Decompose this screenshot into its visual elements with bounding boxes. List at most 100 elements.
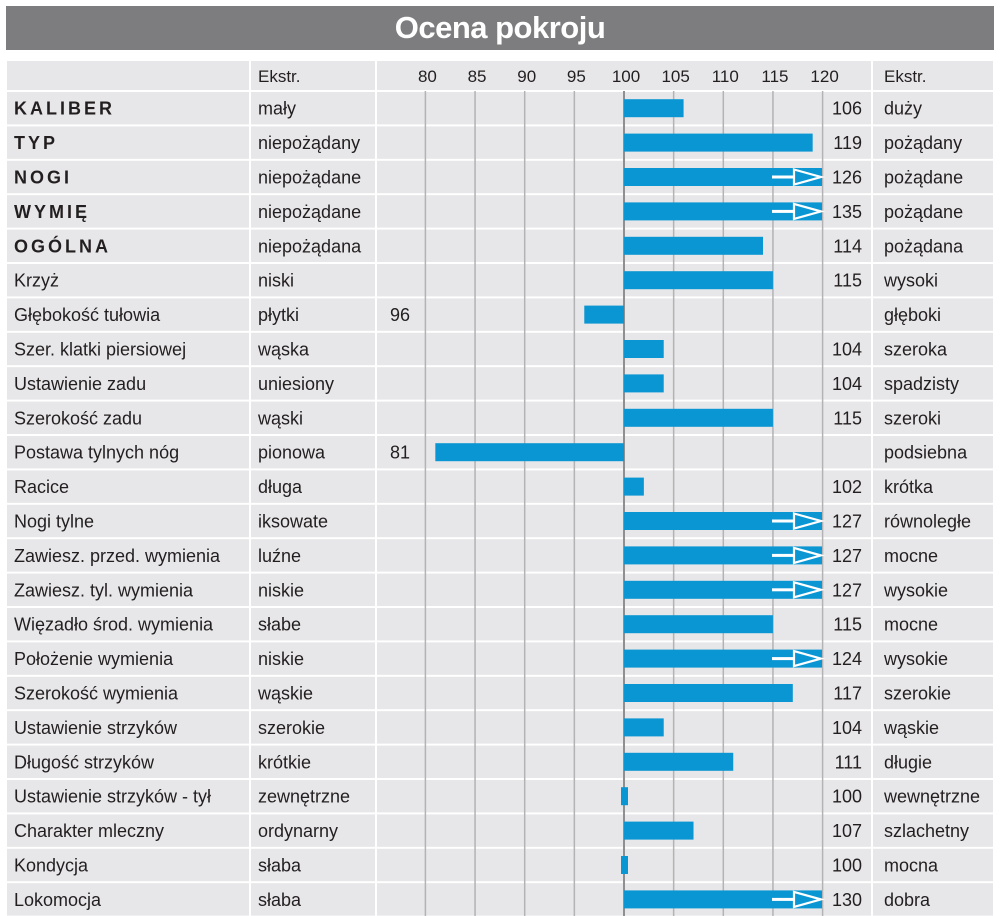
value-label: 117 (833, 684, 862, 704)
overflow-arrow-shaft (772, 519, 794, 523)
table-cell (7, 92, 249, 125)
low-extreme-label: mały (258, 99, 296, 119)
value-label: 135 (832, 202, 862, 222)
table-cell (7, 229, 249, 262)
table-cell (7, 195, 249, 228)
low-extreme-label: zewnętrzne (258, 787, 350, 807)
table-cell (251, 160, 375, 194)
bar-mark (624, 580, 822, 599)
high-extreme-label: równoległe (884, 512, 971, 532)
overflow-arrow-head (792, 168, 826, 186)
table-cell (251, 848, 375, 882)
low-extreme-label: luźne (258, 546, 301, 566)
value-label: 106 (832, 99, 862, 119)
chart-title: Ocena pokroju (6, 6, 994, 50)
low-extreme-label: słaba (258, 890, 302, 910)
trait-label: Głębokość tułowia (14, 305, 161, 325)
table-cell (7, 126, 249, 159)
table-cell (7, 780, 249, 813)
trait-label: Szerokość wymienia (14, 684, 179, 704)
table-cell (873, 573, 993, 606)
low-extreme-label: niskie (258, 580, 304, 600)
trait-label: Zawiesz. tyl. wymienia (14, 580, 194, 600)
high-extreme-label: wysokie (883, 649, 948, 669)
table-cell (7, 711, 249, 744)
high-extreme-label: spadzisty (884, 374, 959, 394)
table-cell (251, 436, 375, 469)
low-extreme-label: wąski (257, 408, 303, 428)
trait-label: Postawa tylnych nóg (14, 443, 179, 463)
value-label: 104 (832, 374, 862, 394)
trait-label: Nogi tylne (14, 512, 94, 532)
table-cell (873, 539, 993, 572)
table-cell (873, 711, 993, 744)
table-cell (873, 160, 993, 194)
trait-label: Lokomocja (14, 890, 102, 910)
overflow-arrow-head (792, 546, 826, 565)
high-extreme-label: szeroki (884, 408, 941, 428)
table-cell (873, 436, 993, 469)
table-cell (873, 229, 993, 262)
header-cell (251, 61, 375, 90)
table-cell (7, 504, 249, 538)
value-label: 111 (835, 752, 862, 772)
table-cell (873, 401, 993, 434)
value-label: 127 (832, 512, 862, 532)
low-extreme-label: uniesiony (258, 374, 334, 394)
bar-mark (624, 546, 822, 565)
header-left-extreme: Ekstr. (258, 67, 301, 86)
low-extreme-label: niskie (258, 649, 304, 669)
bar-mark (624, 821, 694, 840)
overflow-arrow-head (792, 512, 826, 530)
table-cell (873, 504, 993, 538)
table-cell (873, 814, 993, 847)
table-cell (7, 436, 249, 469)
table-cell (7, 470, 249, 503)
overflow-arrow-shaft (772, 175, 794, 179)
table-cell (251, 745, 375, 778)
bar-mark (435, 443, 624, 462)
table-cell (873, 470, 993, 503)
overflow-arrow-head (792, 649, 826, 668)
table-cell (7, 573, 249, 606)
text-labels: Ekstr. Ekstr. 80 85 90 95 100 105 110 115 120 KALIB… (14, 67, 980, 910)
value-label: 130 (832, 890, 862, 910)
x-tick-label: 105 (661, 67, 689, 86)
table-cell (7, 848, 249, 882)
header-cell (873, 61, 993, 90)
bar-mark (624, 649, 822, 668)
low-extreme-label: słaba (258, 856, 302, 876)
bar-mark (621, 856, 628, 874)
bar-mark (624, 684, 793, 702)
trait-label: Położenie wymienia (14, 649, 174, 669)
table-cell (251, 676, 375, 710)
trait-label: Charakter mleczny (14, 821, 164, 841)
table-cell (873, 883, 993, 916)
low-extreme-label: szerokie (258, 718, 325, 738)
table-cell (7, 676, 249, 710)
bar-mark (624, 752, 734, 771)
value-label: 96 (390, 305, 410, 325)
high-extreme-label: mocne (884, 615, 938, 635)
table-cell (251, 126, 375, 159)
value-label: 126 (832, 168, 862, 188)
value-label: 115 (833, 615, 862, 635)
trait-label: Kondycja (14, 856, 89, 876)
high-extreme-label: mocna (884, 856, 939, 876)
bar-mark (624, 890, 822, 909)
table-cell (7, 642, 249, 675)
high-extreme-label: pożądany (884, 133, 962, 153)
table-cell (873, 126, 993, 159)
bar-mark (624, 133, 813, 152)
table-cell (251, 264, 375, 297)
overflow-arrow-head (792, 202, 826, 221)
table-cell (251, 332, 375, 366)
table-cell (251, 92, 375, 125)
trait-label: Zawiesz. przed. wymienia (14, 546, 221, 566)
x-tick-label: 115 (761, 67, 788, 86)
table-cell (7, 332, 249, 366)
table-cell (873, 264, 993, 297)
high-extreme-label: pożądana (884, 236, 964, 256)
overflow-arrow-head (792, 580, 826, 599)
